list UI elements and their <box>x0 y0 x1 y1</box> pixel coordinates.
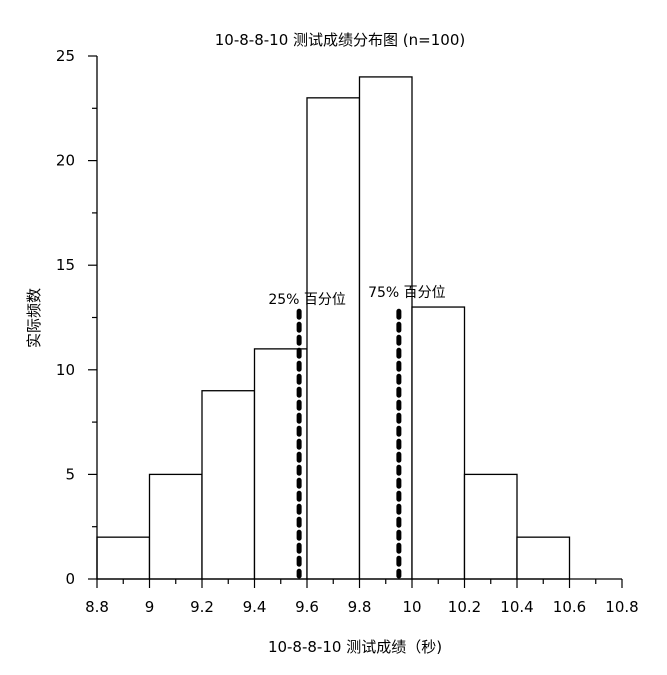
y-tick-label: 0 <box>65 570 75 588</box>
percentile-label-1: 75% 百分位 <box>368 285 446 301</box>
y-axis-label: 实际频数 <box>25 288 43 348</box>
bar-1 <box>148 473 203 580</box>
y-tick-label: 25 <box>56 47 75 65</box>
bar-0 <box>96 536 151 580</box>
x-tick-label: 9.4 <box>243 598 267 616</box>
x-tick-label: 10 <box>402 598 421 616</box>
bar-6 <box>411 306 466 580</box>
y-tick-label: 5 <box>65 465 75 483</box>
x-tick-label: 10.8 <box>605 598 638 616</box>
x-tick-label: 9 <box>145 598 155 616</box>
percentile-lines-group: 25% 百分位 75% 百分位 <box>268 285 446 579</box>
y-tick-label: 15 <box>56 256 75 274</box>
y-tick-label: 20 <box>56 152 75 170</box>
bar-2 <box>201 390 256 580</box>
x-tick-label: 9.6 <box>295 598 319 616</box>
bar-7 <box>463 473 518 580</box>
x-tick-label: 10.4 <box>500 598 533 616</box>
chart-title: 10-8-8-10 测试成绩分布图 (n=100) <box>215 31 465 49</box>
y-axis-ticks: 0 5 10 15 20 25 <box>56 47 97 588</box>
x-tick-label: 9.8 <box>348 598 372 616</box>
x-tick-label: 9.2 <box>190 598 214 616</box>
bar-5 <box>358 76 413 580</box>
x-tick-label: 8.8 <box>85 598 109 616</box>
bar-4 <box>306 97 361 580</box>
bar-8 <box>516 536 571 580</box>
x-tick-label: 10.6 <box>553 598 586 616</box>
x-tick-label: 10.2 <box>448 598 481 616</box>
bars-group <box>96 76 571 580</box>
x-axis-ticks: 8.8 9 9.2 9.4 9.6 9.8 10 10.2 10.4 10.6 10.8 <box>85 579 639 616</box>
percentile-label-0: 25% 百分位 <box>268 292 346 308</box>
y-tick-label: 10 <box>56 361 75 379</box>
x-axis-label: 10-8-8-10 测试成绩（秒) <box>268 638 442 656</box>
